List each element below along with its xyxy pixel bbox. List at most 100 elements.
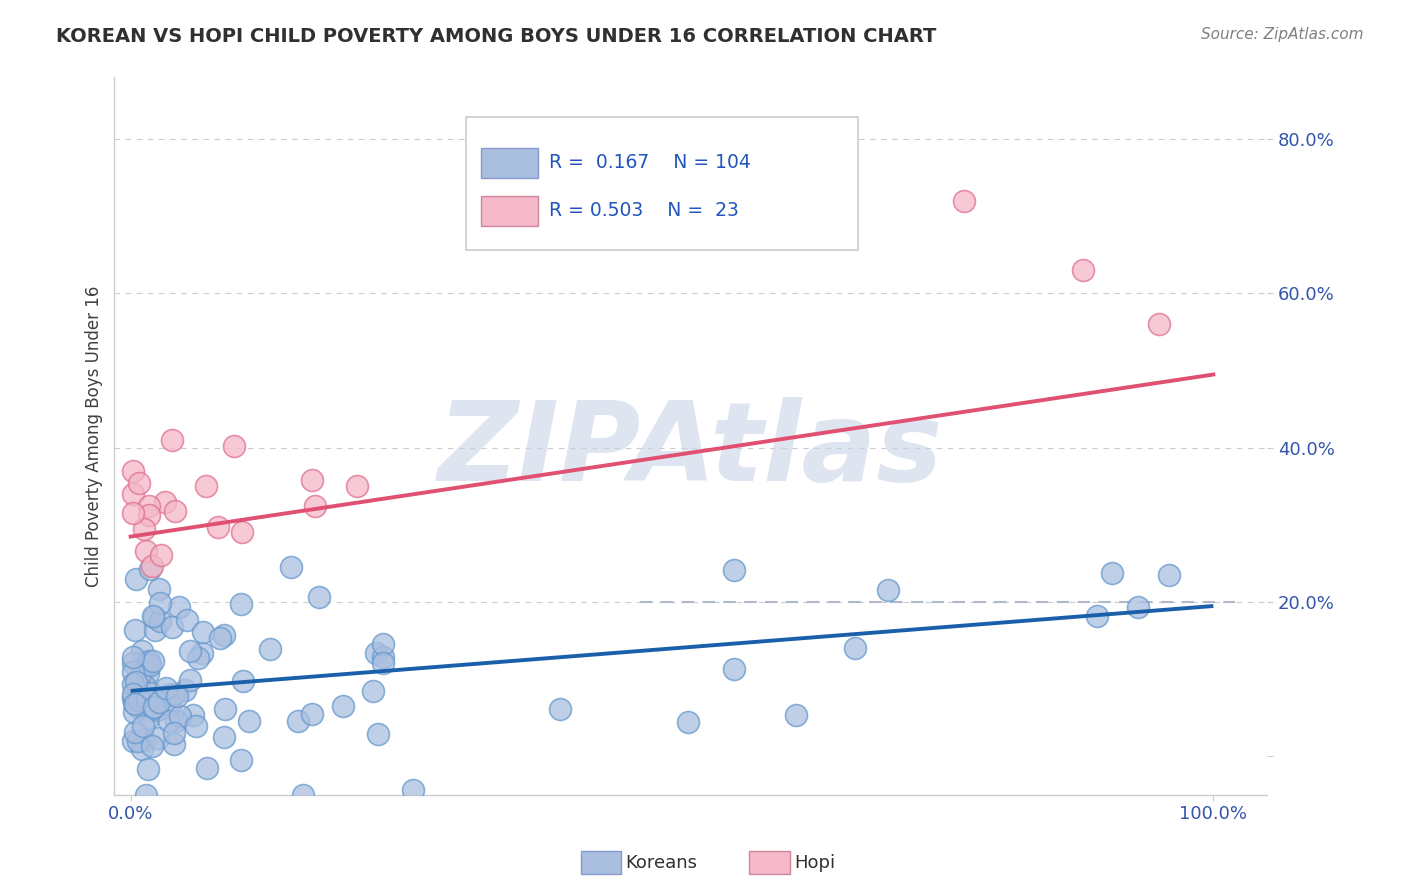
Point (186, 719, 208, 733)
Point (150, 548, 173, 562)
Point (136, 762, 159, 776)
Point (149, 614, 172, 628)
Point (373, 636, 395, 650)
Point (135, 544, 157, 558)
Point (146, 703, 169, 717)
Point (146, 731, 169, 746)
Point (160, 620, 183, 634)
Point (124, 724, 146, 739)
FancyBboxPatch shape (481, 148, 537, 178)
Point (163, 726, 186, 740)
Point (143, 699, 166, 714)
Point (149, 596, 172, 610)
Point (138, 654, 160, 668)
Text: KOREAN VS HOPI CHILD POVERTY AMONG BOYS UNDER 16 CORRELATION CHART: KOREAN VS HOPI CHILD POVERTY AMONG BOYS … (56, 27, 936, 45)
Point (122, 665, 145, 679)
Point (167, 600, 190, 615)
Point (132, 522, 155, 536)
FancyBboxPatch shape (467, 117, 858, 250)
Point (142, 608, 165, 623)
Point (128, 476, 150, 491)
Point (371, 650, 394, 665)
Point (191, 646, 214, 660)
Point (212, 628, 235, 642)
Text: Hopi: Hopi (794, 854, 835, 871)
Point (128, 693, 150, 707)
Point (142, 654, 165, 668)
Point (127, 733, 149, 747)
Point (121, 649, 143, 664)
Y-axis label: Child Poverty Among Boys Under 16: Child Poverty Among Boys Under 16 (86, 285, 103, 587)
Point (141, 559, 163, 574)
Point (191, 624, 214, 639)
FancyBboxPatch shape (481, 196, 537, 226)
Point (121, 506, 143, 520)
Point (148, 582, 170, 597)
Point (127, 673, 149, 687)
Point (143, 610, 166, 624)
Point (229, 753, 252, 767)
Point (179, 673, 201, 687)
Point (121, 487, 143, 501)
Point (371, 656, 394, 670)
Point (402, 782, 425, 797)
Point (876, 582, 898, 597)
Text: Source: ZipAtlas.com: Source: ZipAtlas.com (1201, 27, 1364, 42)
Point (173, 682, 195, 697)
Point (148, 695, 170, 709)
Point (138, 499, 160, 513)
Point (187, 650, 209, 665)
Point (181, 708, 204, 723)
Point (134, 733, 156, 747)
Point (132, 656, 155, 670)
Point (139, 562, 162, 576)
Point (121, 677, 143, 691)
Point (163, 738, 186, 752)
Point (364, 646, 387, 660)
Point (346, 479, 368, 493)
Point (124, 697, 146, 711)
Point (136, 656, 159, 670)
Point (156, 688, 179, 702)
Point (179, 644, 201, 658)
Point (301, 706, 323, 721)
Point (332, 698, 354, 713)
Point (1126, 600, 1149, 615)
Point (367, 726, 389, 740)
Point (1085, 608, 1108, 623)
Point (953, 194, 976, 208)
Point (125, 572, 148, 586)
Point (678, 715, 700, 730)
Point (844, 641, 866, 656)
Point (122, 705, 145, 719)
Point (304, 499, 326, 513)
Point (136, 711, 159, 725)
Point (135, 788, 157, 802)
Point (134, 678, 156, 692)
Point (212, 730, 235, 744)
Point (163, 504, 186, 518)
Point (301, 473, 323, 487)
Point (125, 674, 148, 689)
Point (136, 665, 159, 680)
Point (160, 433, 183, 447)
Point (121, 687, 143, 701)
Text: R =  0.167    N = 104: R = 0.167 N = 104 (550, 153, 751, 171)
Point (163, 687, 186, 701)
Point (121, 690, 143, 705)
Point (232, 674, 254, 689)
Point (165, 714, 187, 728)
Point (548, 702, 571, 716)
Point (287, 714, 309, 729)
Point (124, 623, 146, 637)
Point (166, 690, 188, 704)
Text: Koreans: Koreans (626, 854, 697, 871)
Point (222, 439, 245, 453)
Point (143, 623, 166, 637)
Point (121, 657, 143, 671)
Point (1073, 263, 1095, 277)
Point (155, 495, 177, 509)
Point (139, 657, 162, 672)
Point (1101, 566, 1123, 581)
Text: ZIPAtlas: ZIPAtlas (439, 397, 943, 504)
